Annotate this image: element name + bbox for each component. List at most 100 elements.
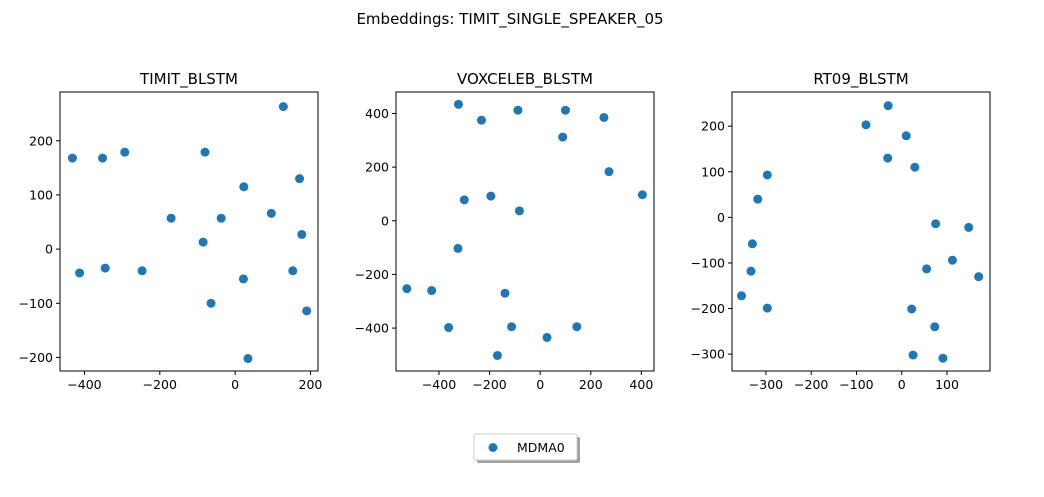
scatter-point (239, 182, 249, 192)
x-tick-label: −200 (143, 377, 177, 392)
scatter-point (737, 291, 747, 301)
x-tick-label: 0 (898, 377, 906, 392)
scatter-point (572, 322, 582, 332)
y-tick-label: −300 (691, 347, 725, 362)
x-tick-label: 100 (935, 377, 959, 392)
axes-frame (59, 91, 319, 372)
subplot-title: VOXCELEB_BLSTM (457, 70, 593, 89)
x-tick-label: 200 (579, 377, 603, 392)
scatter-point (910, 162, 920, 172)
scatter-point (402, 284, 412, 294)
scatter-point (476, 115, 486, 125)
y-tick-label: −100 (691, 255, 725, 270)
scatter-point (964, 222, 974, 232)
y-tick-label: 100 (29, 187, 53, 202)
scatter-point (444, 323, 454, 333)
y-tick-label: 0 (45, 242, 53, 257)
scatter-point (453, 243, 463, 253)
figure-title: Embeddings: TIMIT_SINGLE_SPEAKER_05 (356, 10, 663, 29)
scatter-point (514, 206, 524, 216)
legend-marker (488, 443, 498, 452)
scatter-point (492, 350, 502, 360)
y-tick-label: −100 (19, 296, 53, 311)
scatter-point (542, 332, 552, 342)
scatter-point (762, 303, 772, 313)
scatter-point (295, 174, 305, 184)
subplot-1: TIMIT_BLSTM −400 −200 0 200 −200 −100 0 100 200 (19, 70, 323, 392)
x-tick-label: −200 (472, 377, 506, 392)
subplot-title: TIMIT_BLSTM (139, 70, 238, 89)
y-tick-label: −400 (355, 321, 389, 336)
x-tick-label: −100 (839, 377, 873, 392)
scatter-point (746, 266, 756, 276)
scatter-point (883, 101, 893, 111)
scatter-point (302, 306, 312, 316)
scatter-point (931, 219, 941, 229)
scatter-point (243, 354, 253, 364)
y-tick-label: −200 (355, 267, 389, 282)
legend: MDMA0 (473, 433, 580, 463)
y-tick-label: 0 (381, 213, 389, 228)
scatter-point (278, 102, 288, 112)
scatter-point (930, 322, 940, 332)
scatter-point (938, 353, 948, 363)
scatter-point (560, 105, 570, 115)
scatter-point (747, 239, 757, 249)
scatter-point (75, 268, 85, 278)
y-tick-label: 0 (717, 210, 725, 225)
x-tick-label: 400 (629, 377, 653, 392)
scatter-point (507, 322, 517, 332)
scatter-point (861, 120, 871, 130)
y-tick-label: −200 (19, 350, 53, 365)
scatter-point (67, 153, 77, 163)
scatter-point (513, 105, 523, 115)
scatter-point (266, 208, 276, 218)
scatter-point (459, 195, 469, 205)
scatter-point (500, 288, 510, 298)
x-tick-label: −400 (67, 377, 101, 392)
scatter-point (98, 153, 108, 163)
scatter-point (166, 213, 176, 223)
scatter-point (427, 286, 437, 296)
axes-frame (731, 91, 991, 372)
scatter-point (883, 153, 893, 163)
scatter-point (753, 194, 763, 204)
subplots: TIMIT_BLSTM−400 −200 0 200−200−1000100200VO… (19, 70, 991, 392)
y-tick-label: 100 (701, 164, 725, 179)
scatter-point (288, 266, 298, 276)
scatter-point (762, 170, 772, 180)
scatter-point (238, 274, 248, 284)
y-tick-label: 200 (29, 133, 53, 148)
scatter-point (120, 147, 130, 157)
x-tick-label: −300 (749, 377, 783, 392)
x-tick-label: −400 (422, 377, 456, 392)
scatter-point (974, 272, 984, 282)
scatter-point (637, 190, 647, 200)
scatter-point (908, 350, 918, 360)
scatter-point (486, 191, 496, 201)
scatter-point (297, 229, 307, 239)
legend-label: MDMA0 (517, 440, 565, 455)
scatter-point (604, 167, 614, 177)
legend-box (473, 433, 578, 461)
scatter-point (100, 263, 110, 273)
y-tick-label: −200 (691, 301, 725, 316)
axes-frame (395, 91, 655, 372)
scatter-point (922, 264, 932, 274)
scatter-point (206, 298, 216, 308)
x-tick-label: 0 (536, 377, 544, 392)
scatter-point (558, 132, 568, 142)
subplot-title: RT09_BLSTM (813, 70, 908, 89)
x-tick-label: 200 (299, 377, 323, 392)
scatter-point (198, 237, 208, 247)
scatter-point (947, 255, 957, 265)
scatter-point (137, 266, 147, 276)
scatter-point (200, 147, 210, 157)
scatter-point (907, 304, 917, 314)
subplot-2: VOXCELEB_BLSTM −400 −200 0 200 400 −400 −200 0 20… (355, 70, 655, 392)
y-tick-label: 200 (365, 160, 389, 175)
scatter-point (599, 112, 609, 122)
scatter-point (453, 99, 463, 109)
x-tick-label: −200 (794, 377, 828, 392)
